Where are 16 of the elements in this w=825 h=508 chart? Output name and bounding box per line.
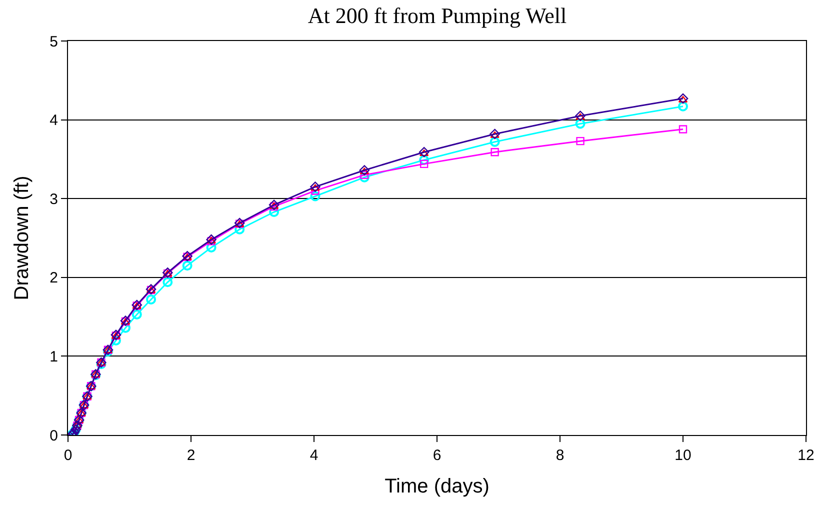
x-tick-label: 12 — [798, 447, 814, 464]
x-tick-label: 4 — [310, 447, 318, 464]
y-axis-title: Drawdown (ft) — [11, 176, 34, 300]
chart-title: At 200 ft from Pumping Well — [308, 3, 567, 28]
x-tick-label: 6 — [432, 447, 442, 464]
x-tick-label: 10 — [674, 447, 692, 464]
y-tick-label: 0 — [50, 427, 58, 444]
y-tick-label: 2 — [50, 270, 58, 287]
x-tick-label: 8 — [556, 447, 564, 464]
y-tick-label: 1 — [50, 348, 58, 366]
x-tick-label: 0 — [64, 447, 72, 464]
x-tick-label: 2 — [186, 447, 196, 464]
y-tick-label: 3 — [50, 190, 58, 208]
y-tick-label: 5 — [50, 33, 58, 50]
y-tick-label: 4 — [50, 112, 58, 130]
x-axis-title: Time (days) — [384, 476, 490, 498]
